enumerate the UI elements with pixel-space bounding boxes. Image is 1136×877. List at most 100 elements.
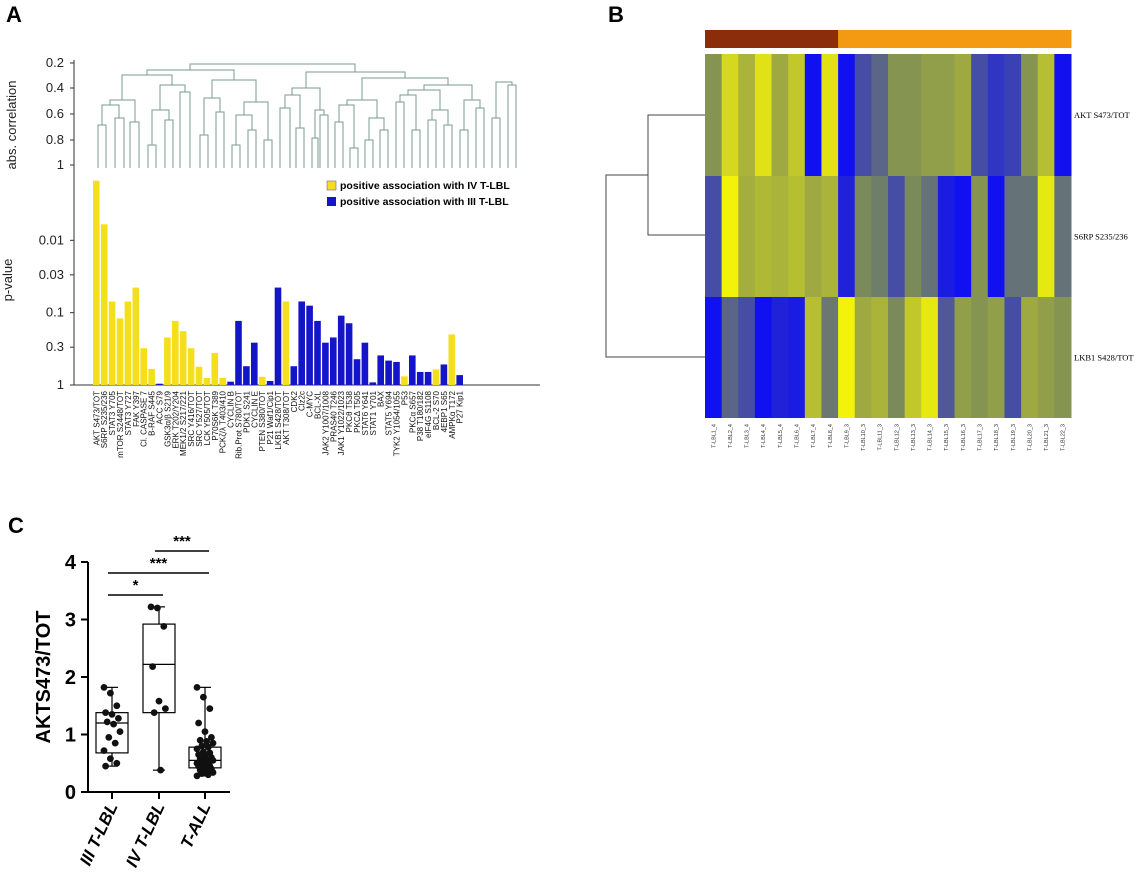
heatmap-cell (788, 176, 806, 297)
heatmap-cell (705, 54, 723, 176)
bar-category-label: PDK1 S241 (242, 390, 251, 432)
legend-label-iii: positive association with III T-LBL (340, 196, 509, 208)
heatmap-cell (1037, 297, 1055, 418)
heatmap-cell (1037, 54, 1055, 176)
bar-category-label: S6RP S235/236 (100, 390, 109, 448)
column-group-bar (1054, 30, 1072, 48)
heatmap-column-label: T-LBL2_4 (728, 424, 734, 448)
heatmap-cell (987, 297, 1005, 418)
bar (164, 337, 171, 385)
bar-category-label: P53 (400, 390, 409, 405)
heatmap-cell (888, 297, 906, 418)
bar (393, 361, 400, 385)
heatmap-cell (804, 297, 822, 418)
heatmap-cell (804, 54, 822, 176)
bar (282, 301, 290, 385)
heatmap-cell (1054, 297, 1072, 418)
dendrogram-ytick: 1 (57, 157, 64, 172)
heatmap-cell (754, 54, 773, 176)
box-data-point (108, 710, 116, 718)
heatmap-cell (821, 297, 839, 418)
box-data-point (193, 745, 201, 753)
bar (195, 366, 203, 385)
bar (203, 377, 211, 385)
box-data-point (162, 705, 169, 713)
box-ytick: 0 (65, 782, 76, 804)
heatmap-cell (838, 297, 856, 418)
bar-category-label: ERK T202/Y204 (171, 390, 180, 448)
column-group-bar (838, 30, 856, 48)
bar-category-label: P38 T180/182 (416, 390, 425, 441)
box-data-point (193, 683, 201, 691)
bar (124, 301, 132, 385)
bar-category-label: BAX (377, 390, 386, 407)
bar (243, 366, 250, 385)
bar (108, 301, 116, 385)
heatmap-cell (971, 176, 989, 297)
bar (448, 334, 456, 385)
column-group-bar (1021, 30, 1039, 48)
heatmap-column-label: T-LBL16_3 (961, 424, 967, 451)
heatmap-column-label: T-LBL13_3 (911, 424, 917, 451)
heatmap-row-label: LKB1 S428/TOT (1074, 353, 1134, 363)
box-data-point (107, 755, 114, 763)
heatmap-cell (788, 297, 806, 418)
heatmap-cell (854, 54, 872, 176)
bar (290, 366, 298, 385)
heatmap-column-label: T-LBL7_4 (811, 424, 817, 448)
column-group-bar (854, 30, 872, 48)
bar-category-label: eIF4G S1108 (424, 390, 433, 438)
heatmap-cell (987, 176, 1005, 297)
heatmap-cell (804, 176, 822, 297)
heatmap-cell (821, 176, 839, 297)
bar (156, 383, 163, 385)
box-ytick: 2 (65, 667, 76, 689)
heatmap-cell (937, 297, 956, 418)
column-group-bar (954, 30, 972, 48)
box-data-point (115, 715, 122, 722)
box-data-point (209, 739, 217, 747)
heatmap-row-dendrogram (605, 114, 705, 358)
bar-category-label: PTEN S380/TOT (258, 391, 267, 451)
dendrogram: abs. correlation 0.2 0.4 0.6 0.8 1 (4, 55, 517, 172)
bar-category-label: Clz2c (298, 391, 307, 411)
box-body (142, 623, 176, 714)
heatmap-column-label: T-LBL14_3 (928, 424, 934, 451)
bar-category-label: C-MYC (306, 391, 315, 417)
bar (274, 287, 282, 385)
column-group-bar (738, 30, 756, 48)
box-data-point (116, 728, 124, 736)
bar (361, 342, 369, 385)
heatmap-cell (871, 297, 889, 418)
box-data-point (155, 697, 163, 705)
heatmap-column-label: T-LBL8_4 (828, 424, 834, 448)
legend-swatch-blue (327, 197, 336, 206)
heatmap-cell (904, 54, 922, 176)
panel-label-c: C (8, 513, 24, 538)
bar (140, 348, 147, 385)
heatmap-cell (854, 297, 872, 418)
box-ytick: 3 (65, 610, 76, 632)
heatmap-column-label: T-LBL15_3 (944, 424, 950, 451)
bar (409, 355, 416, 385)
bar-ylabel: p-value (0, 259, 15, 302)
significance-label: *** (173, 533, 191, 550)
bar-category-label: B-RAF S445 (148, 390, 157, 435)
box-data-point (107, 689, 114, 697)
bar-category-label: STAT6 Y641 (361, 390, 370, 435)
box-data-point (110, 720, 117, 728)
heatmap-cell (721, 54, 739, 176)
heatmap-column-label: T-LBL1_4 (711, 424, 717, 448)
heatmap-cell (1004, 54, 1022, 176)
legend-label-iv: positive association with IV T-LBL (340, 180, 510, 192)
column-group-bar (888, 30, 906, 48)
column-group-bar (1004, 30, 1022, 48)
heatmap-cell (1004, 297, 1022, 418)
bar (235, 320, 242, 385)
dendrogram-ytick: 0.2 (46, 55, 64, 70)
bar (337, 315, 345, 385)
bar (298, 301, 305, 385)
heatmap-column-label: T-LBL12_3 (894, 424, 900, 451)
bar (187, 348, 195, 385)
bar-category-label: P70S6K T389 (211, 390, 220, 440)
